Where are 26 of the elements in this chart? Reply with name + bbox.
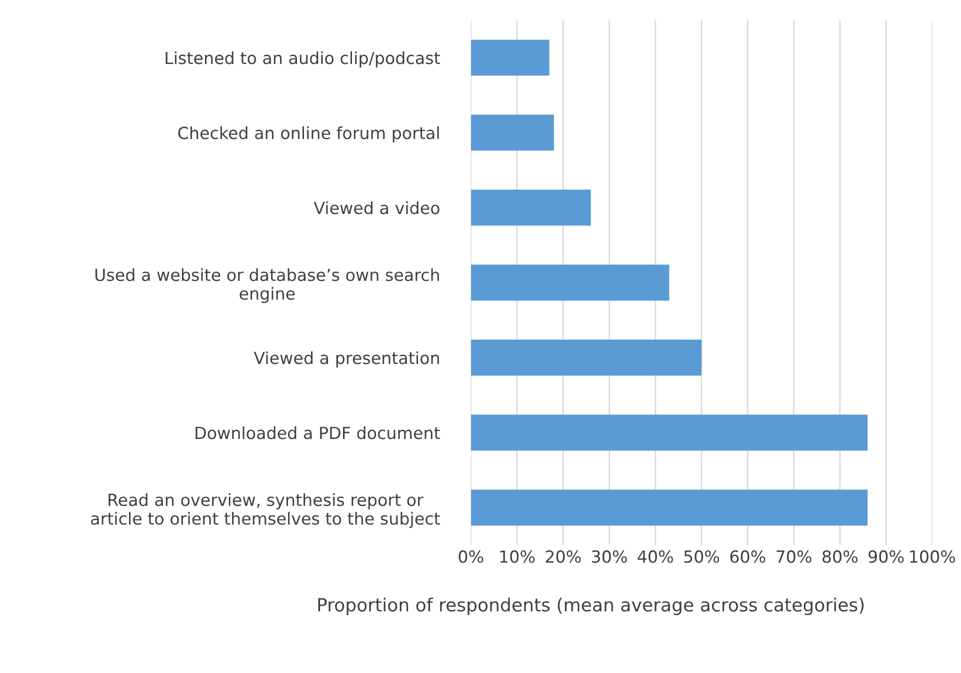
- bar: [470, 190, 591, 226]
- y-tick-label: Listened to an audio clip/podcast: [166, 51, 440, 68]
- bar: [470, 340, 702, 376]
- x-tick-label: 100%: [910, 550, 956, 563]
- x-tick-label: 10%: [500, 550, 535, 563]
- x-tick-label: 20%: [546, 550, 581, 563]
- bar: [470, 114, 554, 151]
- x-tick-label: 40%: [638, 550, 674, 563]
- x-tick-label: 50%: [684, 550, 720, 563]
- y-tick-label: Read an overview, synthesis report or article to orient themselves to the subject: [91, 493, 440, 528]
- x-tick-label: 30%: [592, 550, 627, 563]
- y-tick-label: Checked an online forum portal: [178, 126, 439, 142]
- bar: [470, 490, 868, 526]
- x-tick-label: 60%: [730, 550, 766, 563]
- y-tick-label: Viewed a video: [314, 201, 440, 214]
- x-tick-label: 90%: [868, 550, 904, 563]
- y-tick-label: Downloaded a PDF document: [196, 426, 440, 440]
- x-tick-label: 80%: [822, 550, 858, 563]
- bar: [470, 414, 868, 451]
- y-tick-label: Used a website or database’s own search engine: [95, 268, 439, 304]
- x-tick-label: 70%: [776, 550, 812, 563]
- bar: [470, 40, 550, 76]
- bar: [470, 264, 670, 301]
- x-axis-title: Proportion of respondents (mean average across categories): [318, 598, 864, 616]
- x-tick-label: 0%: [458, 550, 484, 563]
- y-tick-label: Viewed a presentation: [254, 351, 439, 368]
